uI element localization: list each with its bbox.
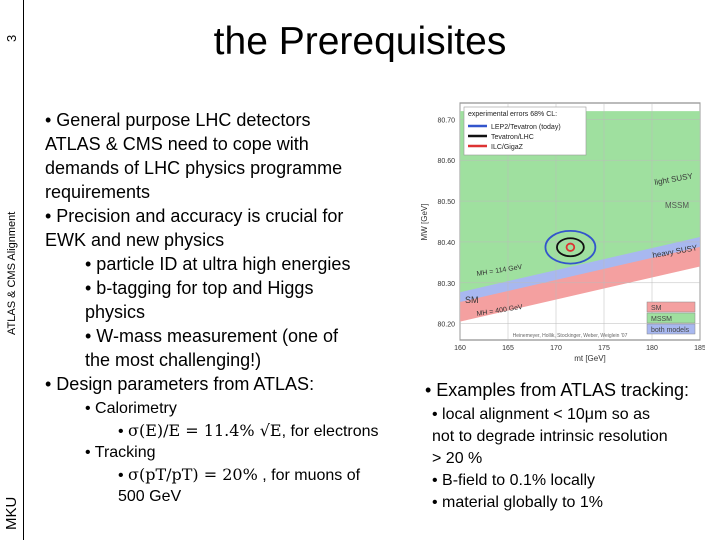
x-tick-label: 180 [646, 345, 658, 352]
side-label: ATLAS & CMS Alignment [6, 211, 18, 335]
y-tick-label: 80.30 [437, 281, 455, 288]
mw-vs-mt-chart: experimental errors 68% CL: LEP2/Tevatron… [420, 102, 705, 363]
ellipse-tevatron-lhc [556, 237, 585, 258]
slide-number: 3 [4, 34, 19, 42]
ellipse-ilc-gigaz [565, 242, 576, 252]
region-legend-swatch [646, 301, 696, 313]
tracking-resolution: • σ(pT/pT) = 20% , for muons of [118, 465, 361, 484]
x-tick-label: 165 [502, 345, 514, 352]
body-line-2: ATLAS & CMS need to cope with [45, 134, 309, 154]
body-line-5: • Precision and accuracy is crucial for [45, 206, 344, 226]
examples-heading: • Examples from ATLAS tracking: [425, 380, 690, 400]
region-label-mssm: MSSM [665, 201, 689, 210]
region-label-sm: SM [465, 295, 479, 305]
y-axis-label: MW [GeV] [420, 204, 429, 241]
calorimetry-resolution: • σ(E)/E = 11.4% √E, for electrons [118, 421, 379, 440]
example-line-1: • local alignment < 10μm so as [432, 406, 651, 423]
x-tick-label: 175 [598, 345, 610, 352]
author-label: MKU [3, 496, 20, 530]
body-line-12: • Design parameters from ATLAS: [45, 374, 315, 394]
slide-title: the Prerequisites [213, 20, 507, 63]
sm-band [460, 241, 700, 322]
region-legend-label: MSSM [651, 316, 672, 323]
tracking-item: • Tracking [85, 444, 156, 461]
tracking-energy: 500 GeV [118, 488, 182, 505]
calorimetry-item: • Calorimetry [85, 400, 177, 417]
body-line-10: • W-mass measurement (one of [85, 326, 339, 346]
body-line-8: • b-tagging for top and Higgs [85, 278, 314, 298]
chart-credit: Heinemeyer, Hollik, Stockinger, Weber, W… [513, 333, 628, 339]
y-tick-label: 80.60 [437, 158, 455, 165]
legend-title: experimental errors 68% CL: [468, 111, 557, 118]
ellipse-lep2-tevatron-today- [544, 229, 597, 265]
region-legend-swatch [646, 312, 696, 324]
body-line-7: • particle ID at ultra high energies [85, 254, 351, 274]
example-line-5: • material globally to 1% [432, 494, 604, 511]
y-tick-label: 80.70 [437, 117, 455, 124]
region-legend-label: SM [651, 305, 662, 312]
body-line-11: the most challenging!) [85, 350, 262, 370]
y-tick-label: 80.20 [437, 322, 455, 329]
example-line-4: • B-field to 0.1% locally [432, 472, 596, 489]
x-tick-label: 185 [694, 345, 705, 352]
x-axis-label: mt [GeV] [574, 354, 606, 363]
region-legend-swatch [646, 323, 696, 335]
body-line-6: EWK and new physics [45, 230, 225, 250]
body-line-1: • General purpose LHC detectors [45, 110, 311, 130]
legend-entry: Tevatron/LHC [491, 134, 534, 141]
legend-entry: LEP2/Tevatron (today) [491, 124, 561, 131]
example-line-2: not to degrade intrinsic resolution [432, 428, 668, 445]
body-line-4: requirements [45, 182, 151, 202]
x-tick-label: 170 [550, 345, 562, 352]
y-tick-label: 80.40 [437, 240, 455, 247]
mssm-band [460, 111, 700, 298]
body-line-9: physics [85, 302, 146, 322]
body-line-3: demands of LHC physics programme [45, 158, 343, 178]
region-legend-label: both models [651, 327, 690, 334]
example-line-3: > 20 % [432, 450, 483, 467]
y-tick-label: 80.50 [437, 199, 455, 206]
x-tick-label: 160 [454, 345, 466, 352]
legend-entry: ILC/GigaZ [491, 144, 524, 151]
overlap-band [460, 237, 700, 302]
side-divider [23, 0, 24, 540]
